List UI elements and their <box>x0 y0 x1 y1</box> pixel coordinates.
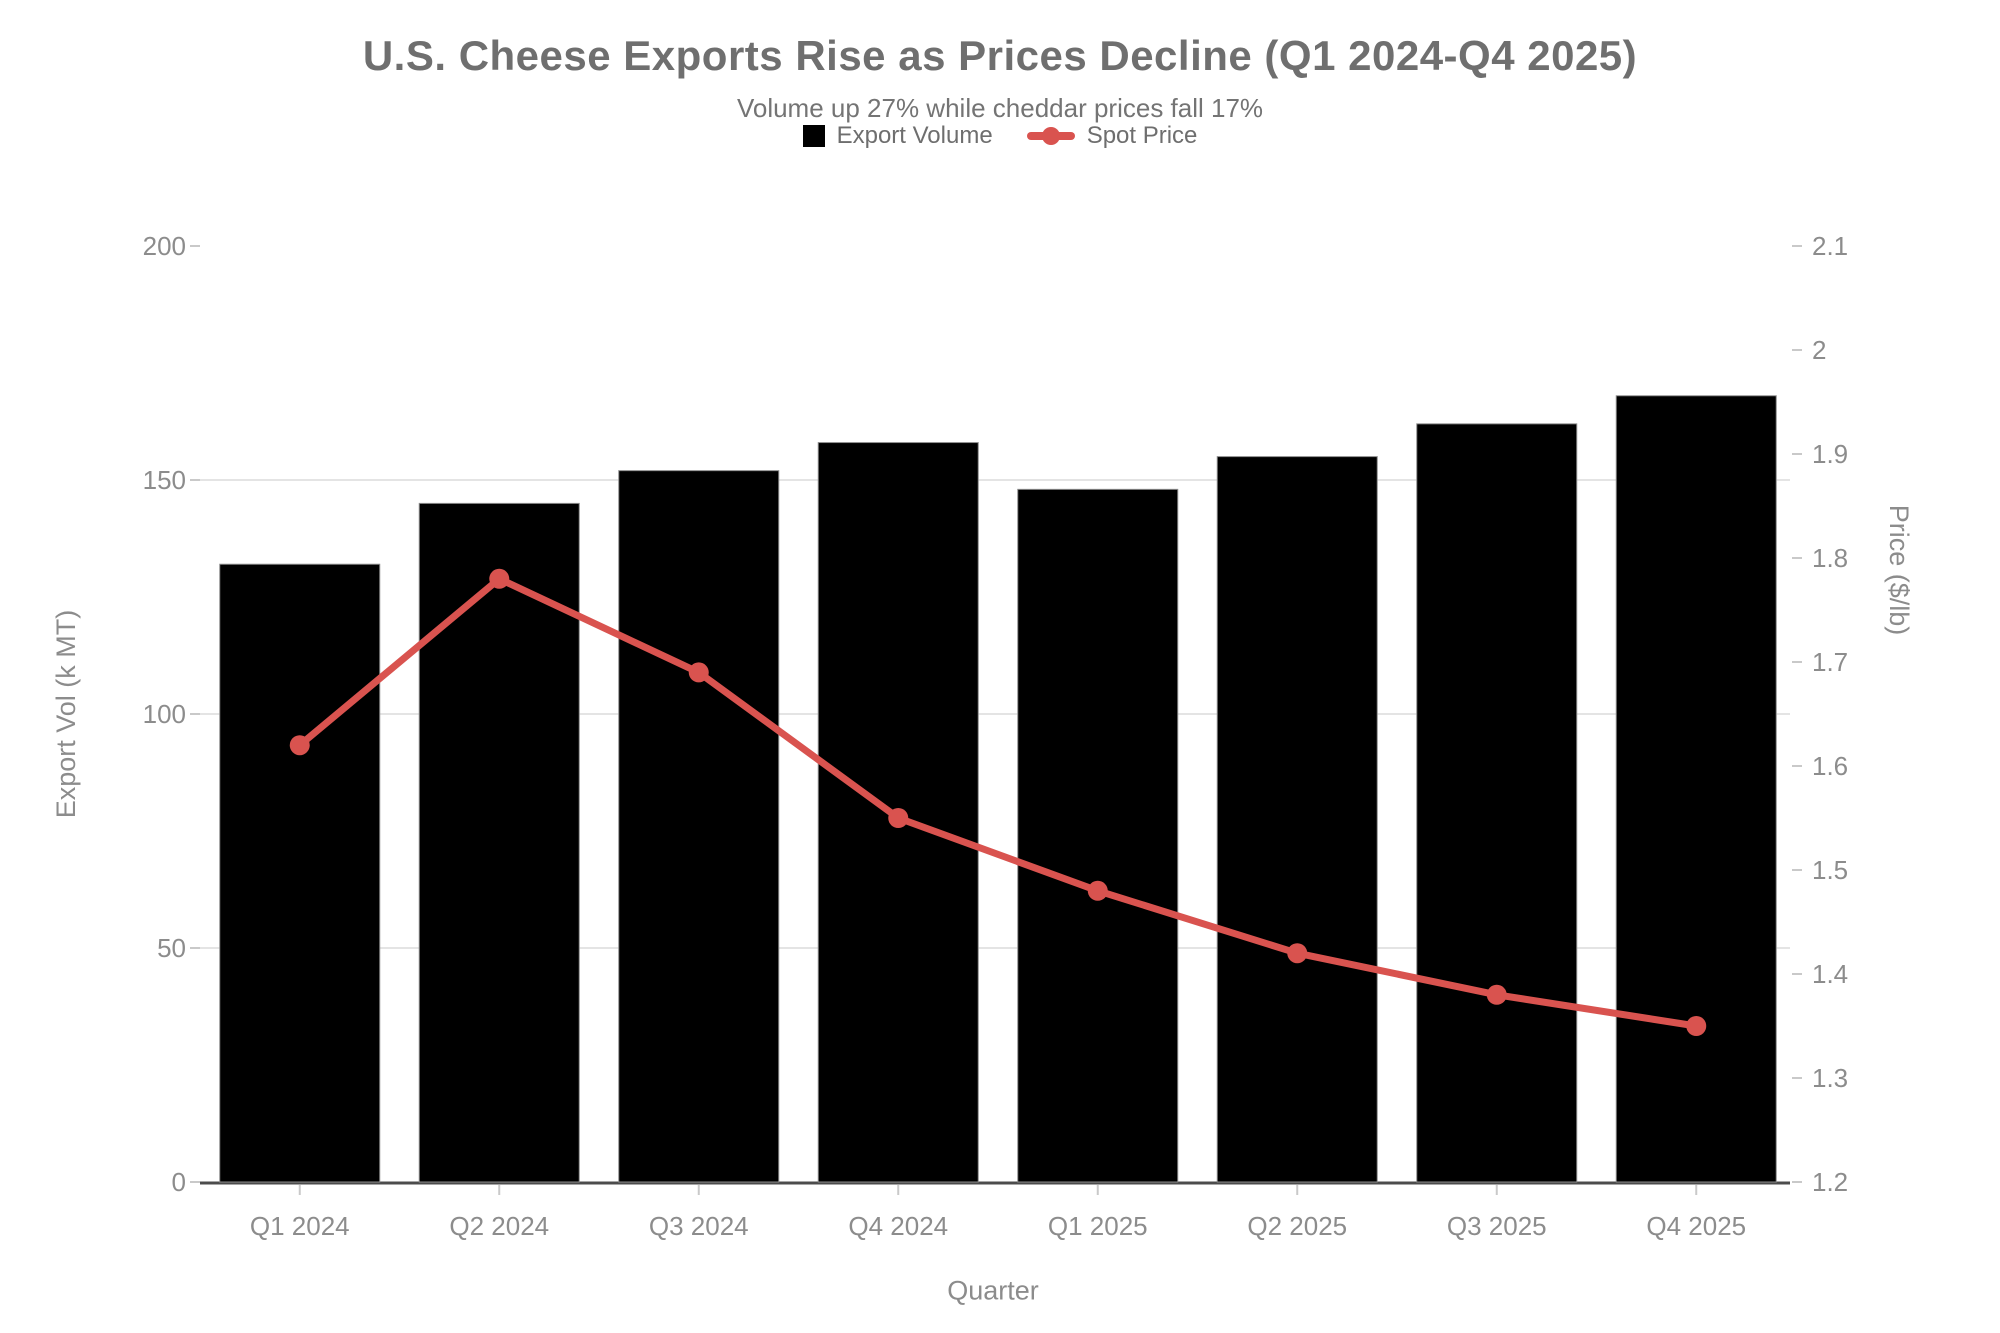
y-right-tick-label: 2.1 <box>1812 231 1848 261</box>
bar-q4-2025[interactable] <box>1615 395 1777 1183</box>
x-tick-label-q4-2025: Q4 2025 <box>1646 1211 1746 1241</box>
y-right-tick-label: 2 <box>1812 335 1826 365</box>
point-q1-2025[interactable] <box>1087 880 1108 901</box>
line-dot-icon <box>1041 127 1060 145</box>
point-q3-2024[interactable] <box>688 662 709 683</box>
bar-q1-2025[interactable] <box>1017 488 1179 1183</box>
point-q4-2025[interactable] <box>1686 1016 1707 1036</box>
bar-q3-2024[interactable] <box>618 470 780 1183</box>
y-left-axis-title: Export Vol (k MT) <box>51 610 81 819</box>
legend-item-spot-price[interactable]: Spot Price <box>1026 122 1198 150</box>
x-tick-label-q1-2024: Q1 2024 <box>250 1211 350 1241</box>
point-q1-2024[interactable] <box>289 735 310 756</box>
x-tick-label-q1-2025: Q1 2025 <box>1048 1211 1148 1241</box>
y-right-tick-label: 1.2 <box>1812 1167 1848 1197</box>
y-right-tick-label: 1.3 <box>1812 1063 1848 1093</box>
y-right-axis-title: Price ($/lb) <box>1884 505 1914 636</box>
chart-subtitle: Volume up 27% while cheddar prices fall … <box>736 93 1264 123</box>
x-axis-title: Quarter <box>947 1275 1039 1305</box>
x-tick-label-q3-2024: Q3 2024 <box>649 1211 749 1241</box>
y-right-tick-label: 1.8 <box>1812 543 1848 573</box>
y-left-tick-label: 200 <box>143 231 186 261</box>
legend-item-export-volume[interactable]: Export Volume <box>802 122 993 150</box>
y-right-tick-label: 1.9 <box>1812 439 1848 469</box>
point-q2-2025[interactable] <box>1287 943 1308 964</box>
x-tick-label-q4-2024: Q4 2024 <box>848 1211 948 1241</box>
y-right-tick-label: 1.4 <box>1812 959 1848 989</box>
bar-q3-2025[interactable] <box>1416 423 1578 1183</box>
y-left-tick-label: 150 <box>143 465 186 495</box>
point-q2-2024[interactable] <box>489 568 510 589</box>
chart-title: U.S. Cheese Exports Rise as Prices Decli… <box>362 32 1638 79</box>
bar-q1-2024[interactable] <box>219 563 381 1183</box>
y-left-tick-label: 50 <box>157 933 186 963</box>
legend-label: Spot Price <box>1086 122 1198 149</box>
bar-q2-2025[interactable] <box>1216 456 1378 1183</box>
y-left-tick-label: 100 <box>143 699 186 729</box>
y-right-tick-label: 1.7 <box>1812 647 1848 677</box>
bar-swatch-icon <box>802 125 825 147</box>
y-left-tick-label: 0 <box>172 1167 186 1197</box>
y-right-tick-label: 1.6 <box>1812 751 1848 781</box>
point-q3-2025[interactable] <box>1486 984 1507 1005</box>
y-right-tick-label: 1.5 <box>1812 855 1848 885</box>
x-tick-label-q2-2024: Q2 2024 <box>449 1211 549 1241</box>
point-q4-2024[interactable] <box>888 808 909 828</box>
x-tick-label-q3-2025: Q3 2025 <box>1447 1211 1547 1241</box>
legend: Export Volume Spot Price <box>0 121 2000 151</box>
line-swatch-icon <box>1026 127 1075 145</box>
spot-price-line <box>296 575 1700 1030</box>
x-tick-label-q2-2025: Q2 2025 <box>1247 1211 1347 1241</box>
legend-label: Export Volume <box>836 122 993 149</box>
bar-q2-2024[interactable] <box>418 502 580 1183</box>
